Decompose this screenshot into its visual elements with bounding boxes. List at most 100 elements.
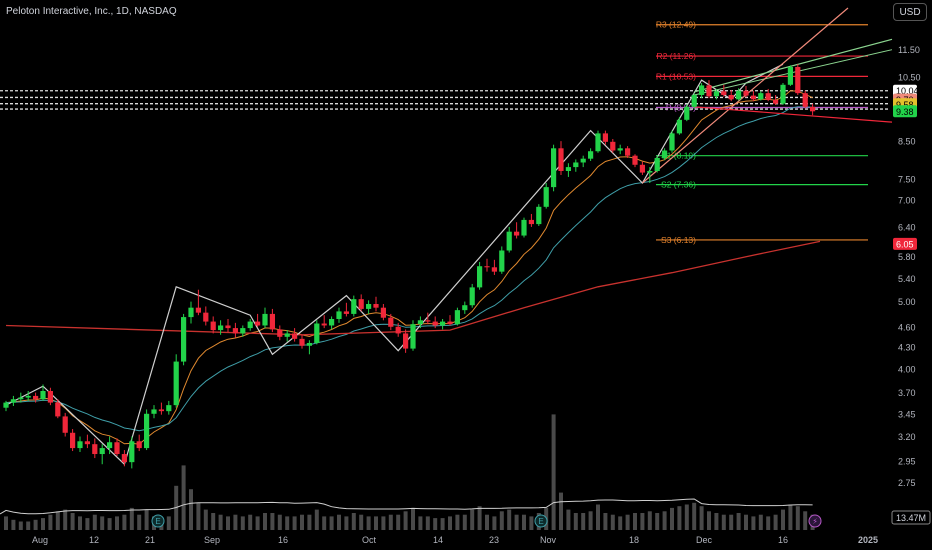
candle-body	[565, 167, 571, 171]
pivot-label-0: R3 (12.49)	[656, 20, 696, 30]
candle-body	[477, 266, 483, 288]
candle-2	[18, 392, 24, 403]
candle-body	[610, 141, 616, 151]
candle-3	[25, 390, 31, 401]
volume-bar-1	[11, 519, 16, 530]
candle-91	[676, 117, 682, 135]
volume-bar-81	[603, 513, 608, 530]
price-badge-3: 9.38	[893, 105, 917, 118]
candle-body	[699, 85, 705, 95]
candle-body	[306, 342, 312, 346]
volume-bar-56	[418, 516, 423, 530]
volume-bar-3	[26, 521, 31, 530]
candle-body	[573, 162, 579, 168]
candle-34	[255, 313, 261, 327]
candle-80	[595, 130, 601, 153]
candle-body	[240, 328, 246, 334]
candle-21	[158, 402, 164, 415]
volume-bar-78	[581, 513, 586, 530]
volume-bar-76	[566, 509, 571, 530]
currency-button[interactable]: USD	[893, 3, 927, 21]
candle-67	[499, 246, 505, 274]
volume-bar-37	[277, 514, 282, 530]
x-tick-label-10: Dec	[696, 535, 713, 545]
candle-body	[617, 148, 623, 151]
volume-average-line	[0, 498, 813, 515]
volume-bar-41	[307, 514, 312, 530]
candle-56	[417, 316, 423, 329]
candle-body	[188, 307, 194, 318]
y-tick-label-13: 3.45	[898, 409, 916, 419]
candle-19	[144, 409, 150, 451]
price-badge-bg	[893, 237, 917, 250]
candle-79	[588, 148, 594, 161]
y-tick-label-5: 6.40	[898, 222, 916, 232]
volume-bar-87	[647, 511, 652, 530]
pivot-levels: R3 (12.49) R2 (11.26) R1 (10.53) P (9.50) S1…	[0, 20, 888, 245]
x-tick-label-4: 16	[278, 535, 288, 545]
candle-body	[528, 219, 534, 225]
candle-body	[454, 310, 460, 325]
candle-50	[373, 296, 379, 312]
candle-body	[373, 303, 379, 308]
candle-69	[514, 222, 520, 239]
price-badge-text: 10.04	[896, 86, 919, 96]
candle-body	[639, 164, 645, 173]
event-markers: E E ⚡	[151, 514, 822, 528]
candle-10	[77, 436, 83, 453]
volume-bar-14	[107, 518, 112, 530]
volume-bar-49	[366, 516, 371, 530]
volume-bar-53	[396, 514, 401, 530]
candle-39	[292, 328, 298, 342]
pivot-label-4: S1 (8.10)	[661, 151, 696, 161]
volume-bar-47	[351, 513, 356, 530]
x-tick-label-9: 18	[629, 535, 639, 545]
candle-29	[218, 320, 224, 335]
candle-86	[639, 161, 645, 175]
y-tick-label-8: 5.00	[898, 297, 916, 307]
candle-68	[506, 226, 512, 253]
candle-41	[306, 340, 312, 355]
volume-badge: 13.47M	[891, 510, 931, 525]
candle-body	[469, 287, 475, 306]
candle-104	[773, 94, 779, 105]
volume-bar-39	[292, 516, 297, 530]
candle-24	[181, 313, 187, 366]
candle-body	[70, 432, 76, 449]
candle-76	[565, 163, 571, 177]
y-tick-label-1: 10.50	[898, 73, 921, 83]
candle-72	[536, 204, 542, 226]
volume-bar-102	[758, 514, 763, 530]
volume-bar-83	[618, 516, 623, 530]
candle-body	[758, 93, 764, 100]
trendline-red-down	[694, 106, 893, 123]
volume-bar-60	[448, 516, 452, 530]
volume-bar-94	[699, 506, 704, 530]
volume-bar-80	[596, 504, 600, 530]
candle-88	[654, 155, 660, 173]
candle-body	[18, 397, 24, 400]
price-axis: 11.50 10.50 8.50 7.50 7.00 6.40 5.80 5.40 5.00 4.…	[898, 45, 921, 488]
volume-bar-63	[470, 509, 475, 530]
volume-bar-10	[78, 516, 82, 530]
candle-0	[3, 400, 9, 412]
candle-body	[410, 324, 416, 349]
trendline-upper-1	[694, 38, 893, 93]
zigzag-lines	[5, 63, 784, 466]
volume-bar-6	[48, 514, 53, 530]
x-tick-label-2: 21	[145, 535, 155, 545]
volume-bar-70	[522, 514, 526, 530]
candle-105	[780, 83, 786, 105]
volume-bar-98	[729, 514, 734, 530]
volume-bar-86	[640, 513, 645, 530]
x-tick-label-12: 2025	[858, 535, 878, 545]
candle-body	[232, 328, 238, 334]
candle-body	[684, 106, 690, 120]
candle-body	[595, 133, 601, 152]
candle-9	[70, 429, 76, 452]
candle-45	[336, 307, 342, 323]
candle-body	[802, 93, 808, 107]
volume-badge-text: 13.47M	[896, 513, 926, 523]
y-tick-label-6: 5.80	[898, 252, 916, 262]
